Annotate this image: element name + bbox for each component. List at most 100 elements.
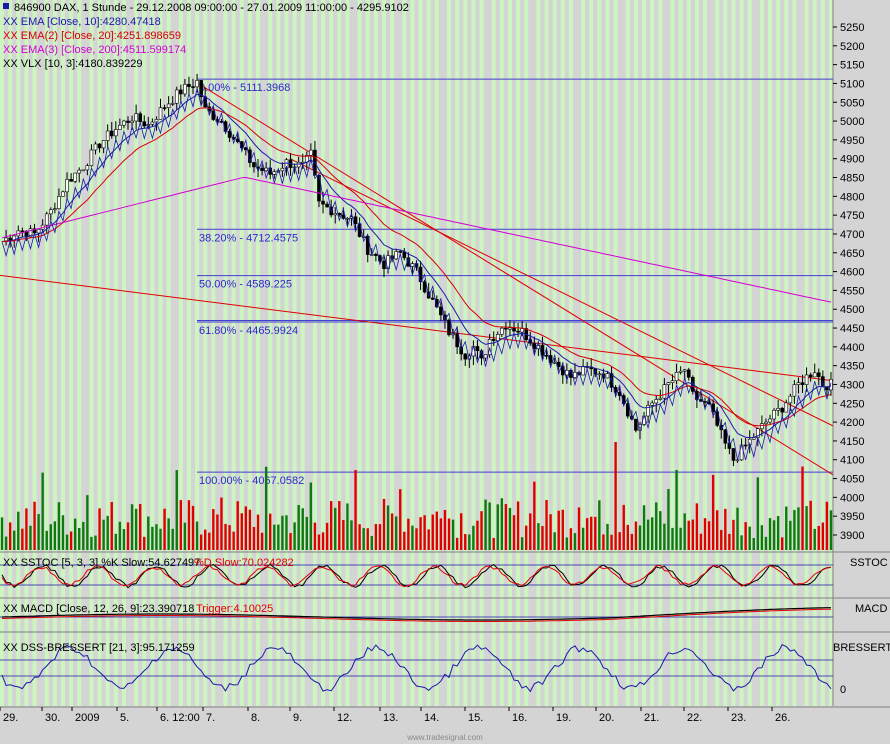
volume-bar	[744, 522, 747, 550]
volume-bar	[317, 534, 321, 550]
y-tick-label: 3950	[840, 511, 864, 523]
candle-body	[321, 200, 325, 205]
y-tick-label: 5200	[840, 41, 864, 53]
volume-bar	[459, 513, 463, 550]
volume-bar	[293, 522, 296, 550]
volume-bar	[667, 489, 670, 550]
volume-bar	[350, 520, 353, 550]
volume-bar	[525, 525, 528, 550]
candle-body	[183, 83, 187, 95]
session-stripe	[195, 0, 200, 720]
volume-bar	[683, 513, 686, 550]
volume-bar	[821, 522, 825, 550]
volume-bar	[500, 498, 504, 550]
volume-bar	[114, 533, 118, 550]
candle-body	[85, 165, 90, 171]
volume-bar	[411, 525, 414, 550]
volume-bar	[557, 510, 560, 550]
x-tick-label: 14.	[424, 712, 439, 724]
session-stripe	[560, 0, 565, 720]
volume-bar	[199, 534, 203, 550]
volume-bar	[53, 521, 57, 550]
session-stripe	[158, 0, 163, 720]
panel-tag: BRESSERT	[833, 642, 890, 654]
candle-body	[455, 333, 459, 348]
sstoc-d-line	[1, 564, 832, 588]
xaxis-background	[0, 706, 890, 744]
candle-body	[532, 342, 537, 350]
volume-bar	[354, 470, 357, 550]
volume-bar	[78, 527, 81, 550]
candle-body	[703, 401, 707, 403]
session-stripe	[658, 0, 663, 720]
sstoc-legend: XX SSTOC [5, 3, 3] %K Slow:54.627497	[3, 557, 200, 569]
candle-body	[114, 129, 118, 137]
candle-body	[398, 251, 403, 253]
candle-body	[333, 213, 338, 216]
x-tick-label: 6. 12:00	[160, 712, 200, 724]
candle-body	[646, 404, 650, 417]
volume-bar	[390, 513, 394, 550]
volume-bar	[561, 509, 564, 550]
candle-body	[166, 103, 171, 108]
volume-bar	[764, 536, 768, 550]
title-marker	[3, 3, 9, 9]
session-stripe	[178, 0, 183, 720]
dss-legend: XX DSS-BRESSERT [21, 3]:95.171259	[3, 642, 195, 654]
volume-bar	[789, 520, 792, 550]
volume-bar	[715, 510, 719, 550]
volume-bar	[73, 518, 77, 550]
volume-bar	[4, 536, 8, 550]
candle-body	[211, 110, 216, 120]
session-stripe	[723, 0, 728, 720]
candle-body	[764, 421, 768, 424]
candle-body	[808, 374, 813, 378]
session-stripe	[499, 0, 504, 720]
volume-bar	[82, 521, 85, 550]
candle-body	[276, 170, 281, 173]
volume-bar	[772, 520, 776, 550]
volume-bar	[655, 502, 658, 550]
ema10-line	[1, 93, 832, 439]
candle-body	[723, 429, 728, 444]
candle-body	[634, 418, 638, 431]
volume-bar	[187, 500, 191, 550]
volume-bar	[577, 507, 581, 550]
volume-bar	[581, 527, 585, 550]
candle-body	[89, 149, 94, 166]
y-tick-label: 5050	[840, 97, 864, 109]
volume-bar	[98, 508, 101, 550]
session-stripe	[694, 0, 699, 720]
volume-bar	[415, 528, 418, 550]
session-stripe	[312, 0, 317, 720]
volume-bar	[370, 535, 374, 550]
fib-label: 38.20% - 4712.4575	[199, 232, 298, 244]
session-stripe	[686, 0, 691, 720]
volume-bar	[301, 508, 304, 550]
volume-bar	[394, 516, 398, 550]
session-stripe	[77, 0, 82, 720]
y-tick-label: 5150	[840, 60, 864, 72]
volume-bar	[147, 516, 150, 550]
panel-tag: MACD	[855, 603, 887, 615]
session-stripe	[613, 0, 618, 720]
candle-body	[187, 83, 191, 87]
volume-bar	[118, 521, 122, 550]
y-tick-label: 4250	[840, 398, 864, 410]
volume-bar	[695, 503, 699, 550]
volume-bar	[90, 536, 93, 550]
candle-body	[439, 306, 443, 316]
volume-bar	[472, 525, 475, 550]
volume-bar	[134, 508, 138, 550]
candle-body	[666, 382, 671, 385]
session-stripe	[105, 0, 110, 720]
volume-bar	[204, 529, 207, 550]
volume-bar	[33, 501, 36, 550]
candle-body	[227, 131, 232, 138]
session-stripe	[365, 0, 370, 720]
volume-bar	[622, 504, 625, 550]
fib-label: 100.00% - 4067.0582	[199, 475, 304, 487]
candle-body	[341, 214, 346, 219]
volume-bar	[183, 522, 187, 550]
